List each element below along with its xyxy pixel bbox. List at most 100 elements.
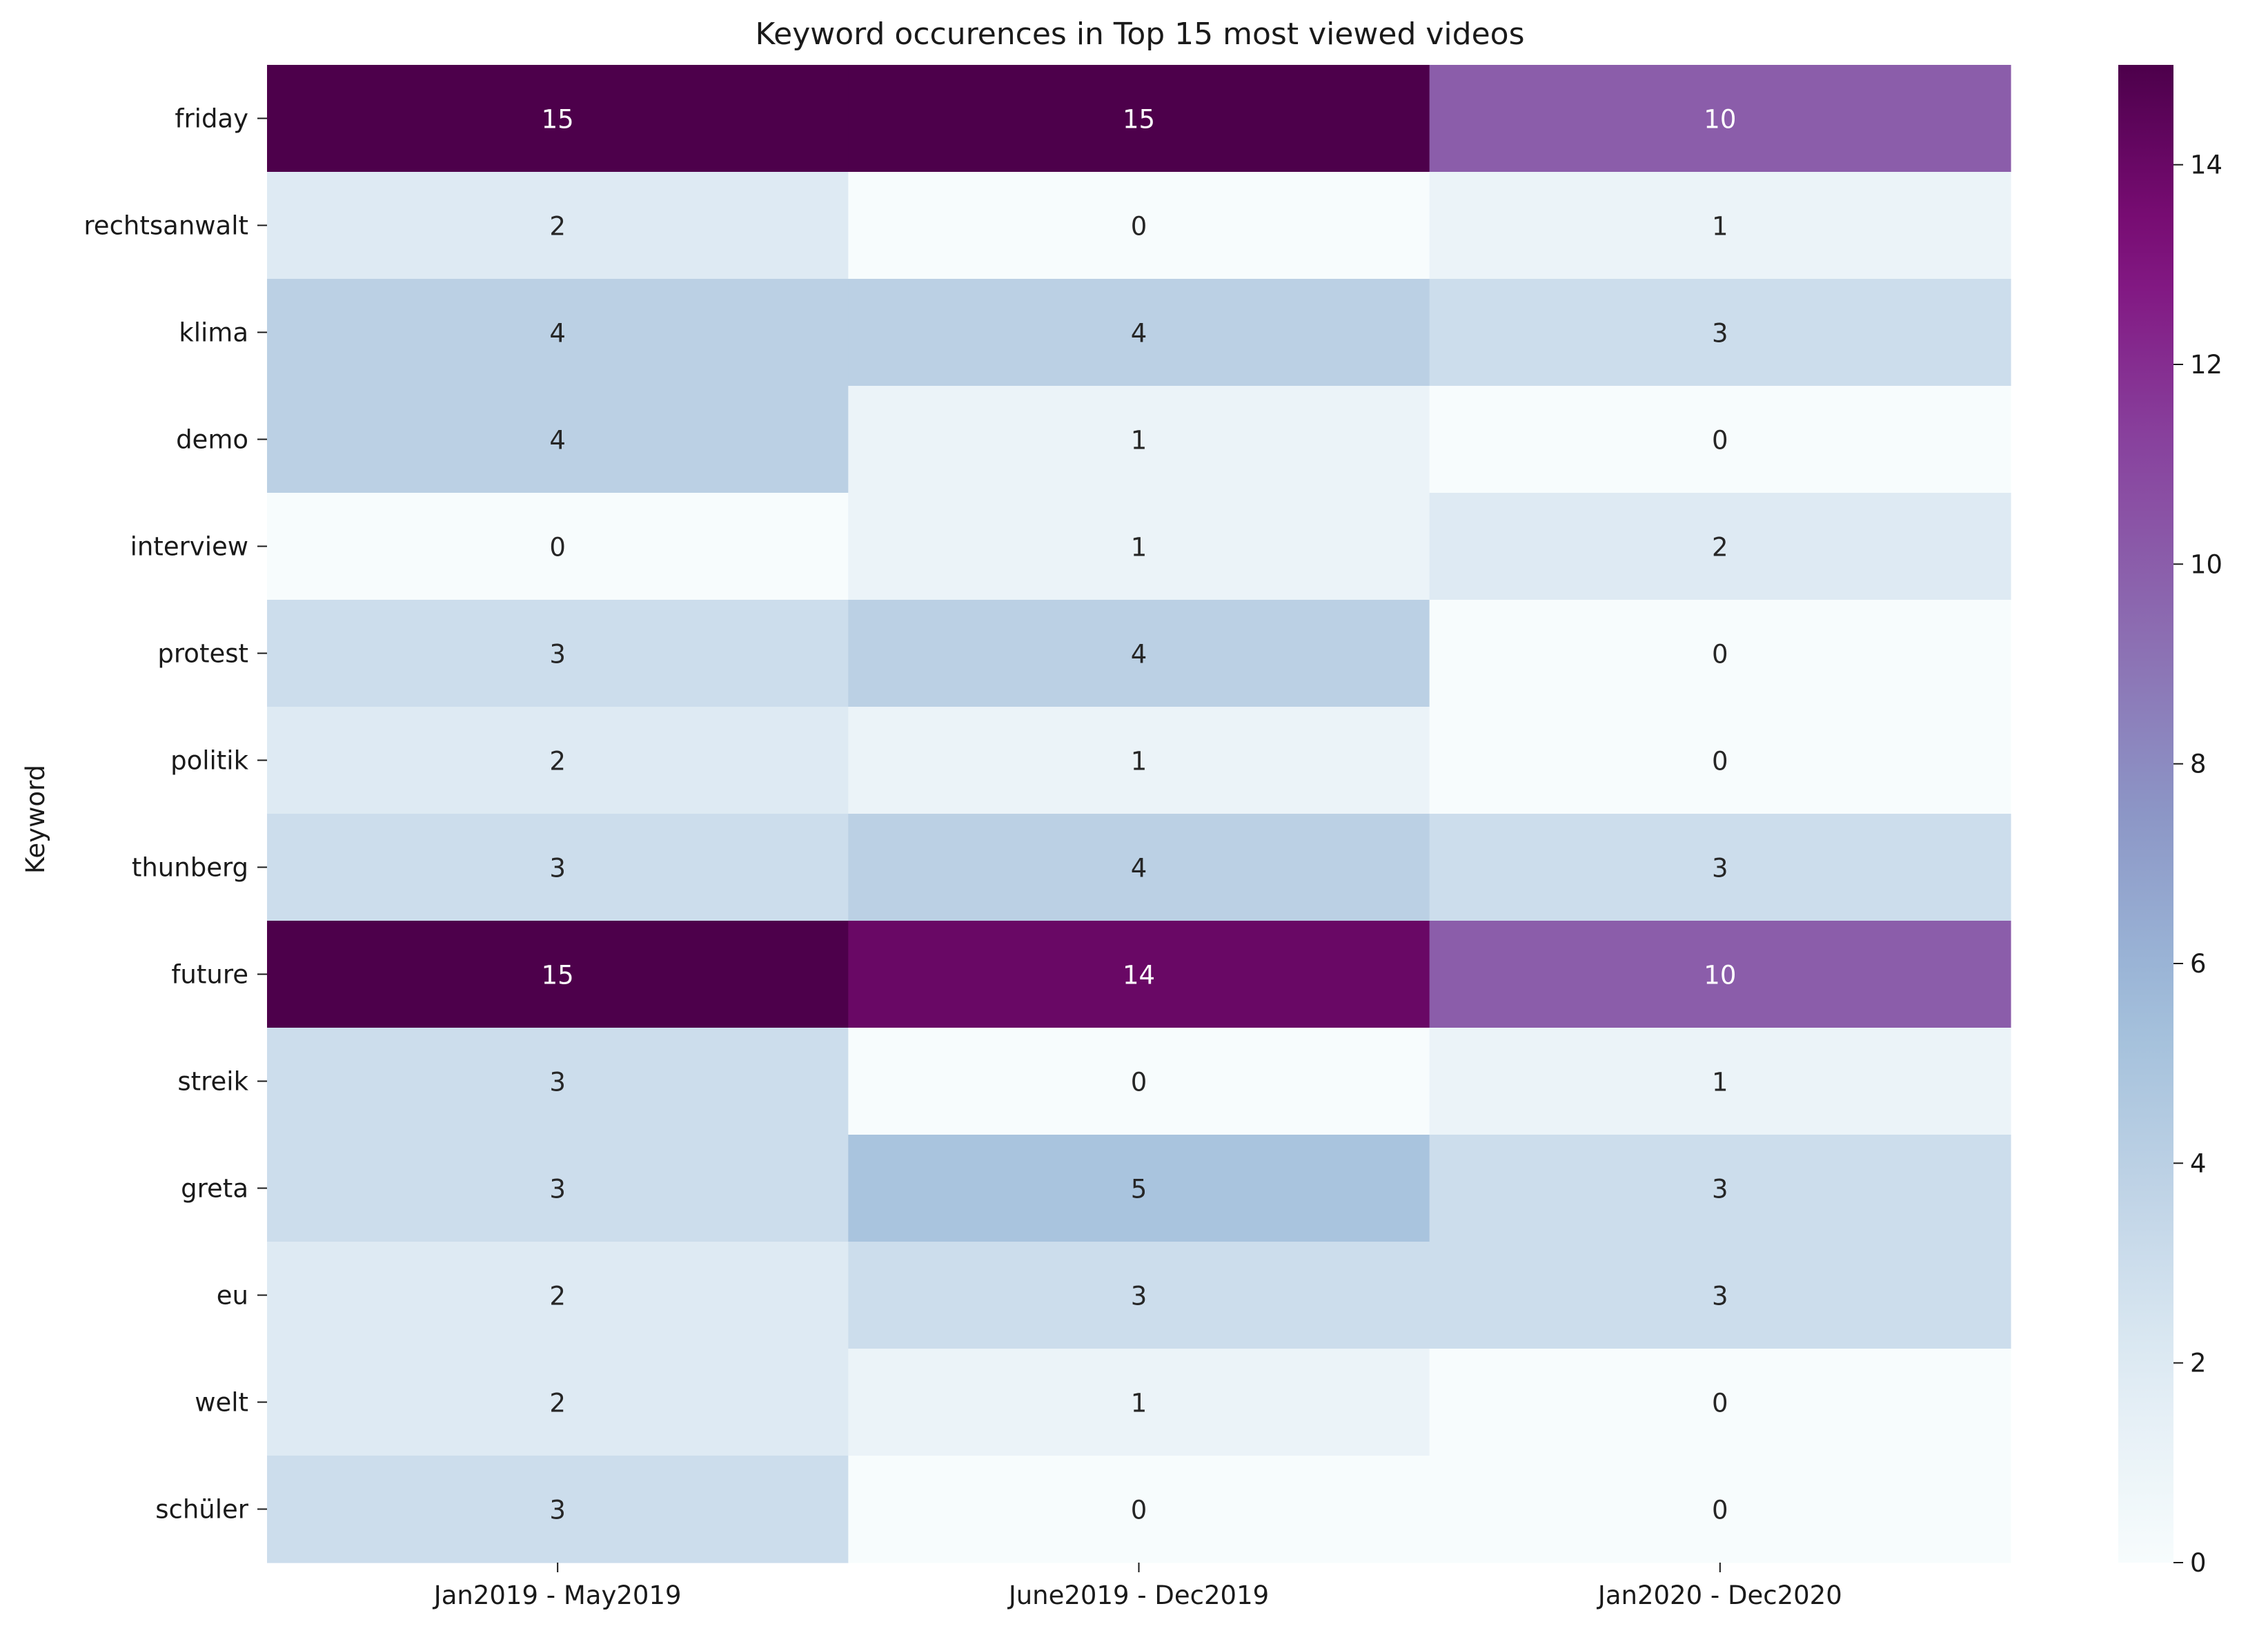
- y-tick-label: rechtsanwalt: [83, 211, 248, 241]
- colorbar-tick-label: 12: [2190, 350, 2222, 380]
- heatmap-cell: [267, 921, 849, 1028]
- cell-value-label: 2: [549, 212, 566, 242]
- heatmap-cell: [1429, 493, 2011, 600]
- cell-value-label: 2: [549, 747, 566, 776]
- colorbar-ticks: 0 2 4 6 8 10 12 14: [2173, 150, 2222, 1578]
- y-axis-ticks: friday rechtsanwalt klima demo interview prot…: [83, 104, 267, 1525]
- y-tick-label: politik: [170, 746, 248, 776]
- y-tick-label: friday: [175, 104, 248, 134]
- y-tick-label: klima: [179, 318, 248, 348]
- cell-value-label: 15: [542, 961, 574, 990]
- heatmap-cell: [1429, 65, 2011, 173]
- heatmap-cell: [848, 493, 1430, 600]
- cell-value-label: 0: [1712, 426, 1728, 456]
- heatmap-cell: [848, 1135, 1430, 1242]
- heatmap-cell: [848, 600, 1430, 707]
- cell-value-label: 0: [1131, 212, 1147, 242]
- cell-value-label: 4: [549, 426, 566, 456]
- heatmap-cell: [1429, 1135, 2011, 1242]
- colorbar-tick-label: 0: [2190, 1548, 2207, 1578]
- heatmap-cell: [848, 386, 1430, 493]
- heatmap-cell: [848, 921, 1430, 1028]
- heatmap-cell: [848, 1349, 1430, 1456]
- heatmap-cell: [1429, 1028, 2011, 1135]
- x-tick-label: Jan2020 - Dec2020: [1597, 1581, 1842, 1610]
- y-tick-label: welt: [195, 1388, 248, 1418]
- cell-value-label: 5: [1131, 1175, 1147, 1204]
- heatmap-cell: [848, 707, 1430, 814]
- cell-value-label: 10: [1704, 105, 1736, 135]
- cell-value-label: 0: [1712, 1496, 1728, 1525]
- heatmap-cell: [267, 600, 849, 707]
- heatmap-cell: [1429, 1456, 2011, 1563]
- heatmap-cell: [267, 1135, 849, 1242]
- heatmap-cell: [1429, 707, 2011, 814]
- cell-value-label: 4: [1131, 854, 1147, 883]
- heatmap-cell: [267, 1028, 849, 1135]
- heatmap-cell: [267, 1349, 849, 1456]
- heatmap-cells: [267, 65, 2011, 1563]
- cell-value-label: 2: [1712, 533, 1728, 563]
- heatmap-cell: [267, 65, 849, 173]
- cell-value-label: 4: [549, 319, 566, 349]
- heatmap-cell: [848, 1242, 1430, 1349]
- heatmap-cell: [1429, 814, 2011, 921]
- y-tick-label: future: [171, 960, 248, 990]
- colorbar-tick-label: 8: [2190, 750, 2207, 779]
- y-tick-label: greta: [181, 1174, 248, 1204]
- cell-value-label: 4: [1131, 640, 1147, 669]
- cell-value-label: 3: [1712, 1282, 1728, 1311]
- cell-value-label: 14: [1123, 961, 1155, 990]
- cell-value-label: 0: [1131, 1496, 1147, 1525]
- cell-value-label: 1: [1712, 212, 1728, 242]
- y-tick-label: streik: [177, 1067, 248, 1097]
- cell-value-label: 3: [1712, 1175, 1728, 1204]
- heatmap-cell: [1429, 386, 2011, 493]
- cell-value-label: 0: [1712, 747, 1728, 776]
- cell-value-label: 2: [549, 1389, 566, 1418]
- heatmap-cell: [1429, 921, 2011, 1028]
- cell-value-label: 2: [549, 1282, 566, 1311]
- y-tick-label: thunberg: [132, 853, 248, 883]
- cell-annotations: 15 15 102 0 14 4 34 1 00 1 23 4 02 1 03 4 315 14 103 0 13 5 32…: [542, 105, 1737, 1525]
- cell-value-label: 1: [1131, 533, 1147, 563]
- heatmap-cell: [267, 279, 849, 387]
- cell-value-label: 0: [549, 533, 566, 563]
- y-tick-label: eu: [217, 1281, 248, 1311]
- colorbar-tick-label: 10: [2190, 549, 2222, 579]
- cell-value-label: 3: [549, 1496, 566, 1525]
- cell-value-label: 3: [1712, 319, 1728, 349]
- y-tick-label: schüler: [155, 1495, 249, 1525]
- cell-value-label: 1: [1131, 1389, 1147, 1418]
- heatmap-cell: [267, 493, 849, 600]
- colorbar-tick-label: 6: [2190, 949, 2207, 979]
- heatmap-cell: [848, 814, 1430, 921]
- cell-value-label: 3: [549, 640, 566, 669]
- cell-value-label: 3: [549, 1175, 566, 1204]
- x-axis-ticks: Jan2019 - May2019 June2019 - Dec2019 Jan20…: [433, 1563, 1842, 1610]
- cell-value-label: 3: [1131, 1282, 1147, 1311]
- cell-value-label: 1: [1131, 426, 1147, 456]
- cell-value-label: 3: [1712, 854, 1728, 883]
- cell-value-label: 15: [542, 105, 574, 135]
- heatmap-cell: [267, 386, 849, 493]
- heatmap-cell: [267, 172, 849, 280]
- cell-value-label: 15: [1123, 105, 1155, 135]
- heatmap-cell: [267, 1456, 849, 1563]
- heatmap-cell: [267, 1242, 849, 1349]
- heatmap-cell: [267, 707, 849, 814]
- heatmap-cell: [1429, 279, 2011, 387]
- x-tick-label: June2019 - Dec2019: [1007, 1581, 1269, 1610]
- heatmap-cell: [1429, 1242, 2011, 1349]
- heatmap-cell: [1429, 1349, 2011, 1456]
- colorbar-tick-label: 2: [2190, 1349, 2207, 1378]
- chart-title: Keyword occurences in Top 15 most viewed…: [755, 17, 1524, 52]
- heatmap-cell: [848, 279, 1430, 387]
- cell-value-label: 1: [1712, 1068, 1728, 1097]
- heatmap-cell: [1429, 600, 2011, 707]
- y-tick-label: demo: [176, 425, 248, 455]
- cell-value-label: 1: [1131, 747, 1147, 776]
- heatmap-cell: [267, 814, 849, 921]
- cell-value-label: 4: [1131, 319, 1147, 349]
